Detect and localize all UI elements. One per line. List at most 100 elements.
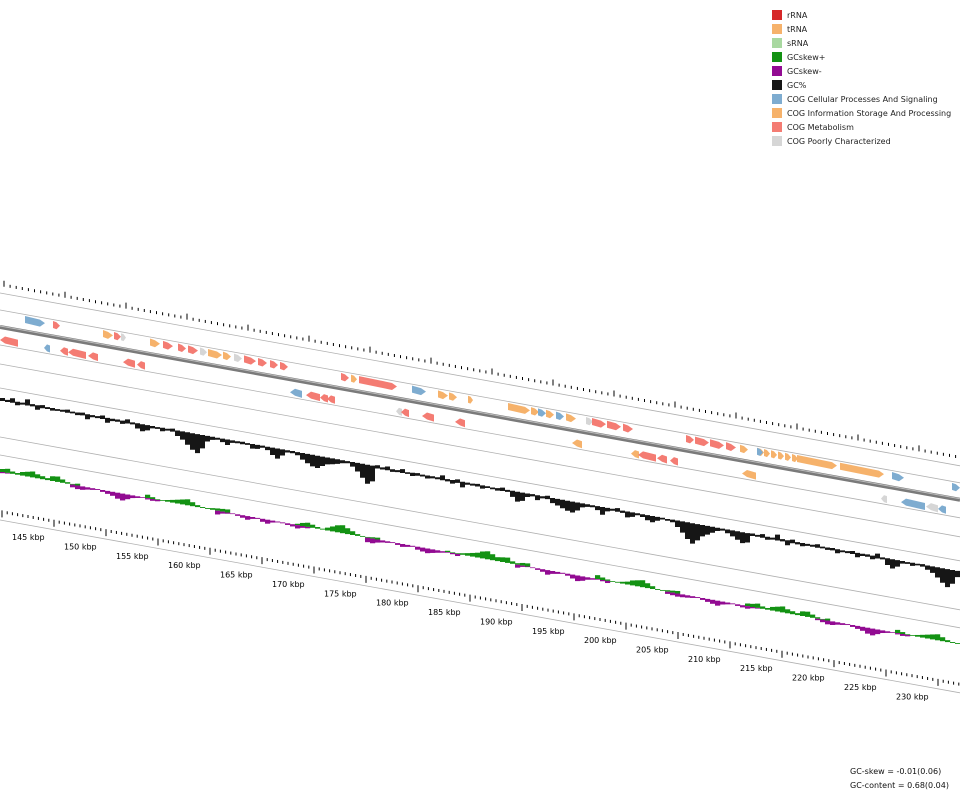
gc-skew-stat: GC-skew = -0.01(0.06)	[850, 767, 942, 776]
track-guide-lines	[0, 292, 960, 694]
gene-feature	[244, 355, 256, 365]
gc-skew-positive	[930, 634, 936, 640]
gc-skew-positive	[205, 508, 211, 509]
gc-skew-positive	[50, 476, 56, 481]
gc-skew-positive	[20, 472, 26, 476]
gc-skew-negative	[225, 512, 231, 514]
backbone-highlight	[0, 325, 960, 500]
gc-skew-positive	[15, 473, 21, 475]
gc-skew-positive	[955, 643, 960, 644]
gc-skew-negative	[890, 632, 896, 633]
gene-feature	[938, 505, 946, 514]
gc-skew-positive	[945, 640, 951, 643]
gene-feature	[531, 407, 539, 416]
gene-feature	[412, 385, 426, 396]
kbp-label: 220 kbp	[792, 674, 825, 683]
gc-skew-negative	[710, 599, 716, 604]
gene-feature	[926, 503, 938, 513]
gc-skew-positive	[70, 483, 76, 485]
gene-feature	[468, 395, 473, 404]
gc-skew-positive	[65, 482, 71, 484]
gc-skew-negative	[705, 598, 711, 602]
gene-feature	[538, 408, 546, 417]
gc-skew-negative	[400, 544, 406, 547]
gc-skew-positive	[365, 536, 371, 538]
guide-line	[0, 309, 960, 484]
gene-feature	[163, 340, 173, 350]
gc-skew-negative	[130, 495, 136, 499]
legend-label: COG Poorly Characterized	[787, 136, 891, 146]
gene-feature	[114, 332, 121, 341]
gc-skew-positive	[635, 580, 641, 587]
gc-skew-positive	[485, 551, 491, 560]
gc-skew-negative	[555, 571, 561, 574]
gc-skew-positive	[170, 499, 176, 503]
gc-skew-positive	[805, 611, 811, 617]
gc-skew-negative	[430, 549, 436, 553]
kbp-label: 185 kbp	[428, 608, 461, 617]
gene-feature	[208, 348, 222, 359]
gene-feature	[188, 345, 198, 355]
kbp-labels: 145 kbp 150 kbp 155 kbp 160 kbp 165 kbp 170 k…	[12, 533, 929, 701]
gc-skew-positive	[465, 553, 471, 556]
kbp-label: 215 kbp	[740, 664, 773, 673]
kbp-label: 200 kbp	[584, 636, 617, 645]
gc-skew-positive	[215, 508, 221, 511]
gc-skew-positive	[195, 505, 201, 508]
gc-skew-positive	[30, 471, 36, 478]
gc-skew-positive	[5, 468, 11, 473]
gc-skew-negative	[835, 622, 841, 625]
gc-skew-negative	[365, 537, 371, 543]
legend-item: tRNA	[772, 22, 951, 36]
gc-skew-negative	[240, 515, 246, 518]
gene-feature	[881, 495, 887, 504]
legend-swatch	[772, 10, 782, 20]
gc-skew-negative	[900, 634, 906, 636]
gene-feature	[686, 434, 694, 444]
gc-skew-negative	[600, 580, 606, 582]
gc-skew-negative	[70, 484, 76, 488]
gc-skew-positive	[505, 557, 511, 563]
gc-skew-negative	[680, 594, 686, 598]
gc-skew-negative	[595, 579, 601, 580]
legend-item: GCskew-	[772, 64, 951, 78]
gc-skew-positive	[520, 562, 526, 566]
gc-skew-negative	[665, 591, 671, 594]
kbp-label: 155 kbp	[116, 552, 149, 561]
legend-swatch	[772, 108, 782, 118]
gene-feature	[320, 394, 328, 403]
gc-skew-negative	[605, 580, 611, 584]
gene-feature	[840, 462, 884, 478]
gene-feature	[137, 361, 145, 370]
gc-skew-negative	[535, 568, 541, 570]
gc-skew-negative	[585, 577, 591, 580]
gene-feature	[401, 408, 409, 418]
gene-feature	[0, 336, 18, 347]
gc-skew-negative	[370, 538, 376, 544]
gc-skew-negative	[300, 526, 306, 528]
gc-skew-negative	[575, 575, 581, 582]
gc-skew-negative	[695, 597, 701, 599]
gc-skew-positive	[460, 553, 466, 555]
gene-feature	[123, 358, 135, 368]
gc-skew-negative	[245, 516, 251, 520]
gc-skew-positive	[905, 634, 911, 635]
gc-skew-negative	[435, 550, 441, 553]
gene-feature	[638, 451, 656, 462]
gene-feature	[892, 472, 904, 482]
kbp-label: 230 kbp	[896, 692, 929, 701]
gc-skew-negative	[230, 513, 236, 515]
gene-feature	[556, 411, 564, 421]
gc-skew-negative	[75, 485, 81, 490]
gc-skew-positive	[350, 531, 356, 535]
legend-swatch	[772, 24, 782, 34]
gc-skew-positive	[180, 499, 186, 505]
kbp-label: 170 kbp	[272, 580, 305, 589]
kbp-label: 205 kbp	[636, 645, 669, 654]
kbp-label: 165 kbp	[220, 571, 253, 580]
guide-line	[0, 519, 960, 694]
gc-skew-positive	[25, 471, 31, 477]
genome-stats: GC-skew = -0.01(0.06) GC-content = 0.68(…	[850, 765, 949, 793]
gc-skew-negative	[105, 490, 111, 494]
